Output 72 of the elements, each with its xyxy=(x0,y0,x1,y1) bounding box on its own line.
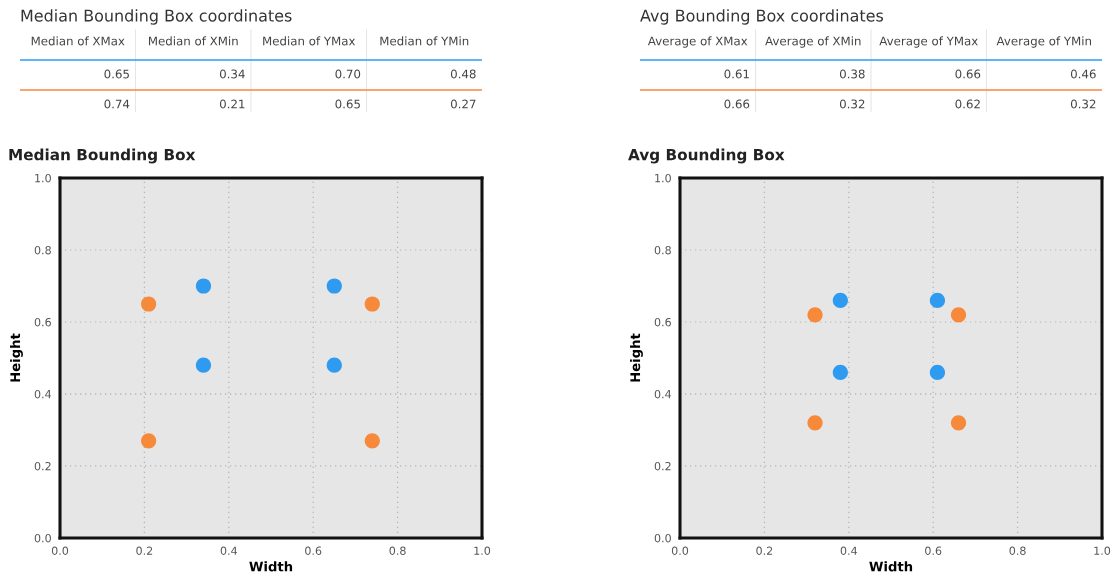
data-label: 0.34 xyxy=(219,69,245,79)
y-axis-title: Height xyxy=(630,333,643,382)
data-label: 0.65 xyxy=(104,69,129,79)
x-axis-title: Width xyxy=(249,561,293,572)
y-tick-label: 0.4 xyxy=(34,389,52,399)
point xyxy=(950,415,967,431)
point xyxy=(364,296,380,312)
y-tick-label: 0.0 xyxy=(654,533,671,543)
chart-title: Median Bounding Box xyxy=(9,148,196,164)
data-label: 0.65 xyxy=(335,99,360,109)
y-tick-label: 0.4 xyxy=(654,389,672,399)
data-label: 0.46 xyxy=(1070,69,1096,79)
y-tick-label: 0.2 xyxy=(654,461,671,471)
data-label: 0.61 xyxy=(724,69,749,79)
category-label: Average of XMax xyxy=(647,36,748,48)
category-label: Average of YMax xyxy=(879,36,978,48)
x-tick-label: 0.0 xyxy=(51,546,69,555)
data-label: 0.48 xyxy=(450,69,476,79)
text: Median Bounding Box coordinates xyxy=(21,9,292,25)
point xyxy=(929,292,946,309)
data-label: 0.74 xyxy=(104,99,130,109)
point xyxy=(950,307,967,323)
point xyxy=(807,307,823,323)
y-tick-label: 0.6 xyxy=(654,317,671,327)
x-tick-label: 1.0 xyxy=(474,546,491,555)
y-axis-title: Height xyxy=(10,333,23,382)
category-label: Average of XMin xyxy=(765,36,861,48)
y-tick-label: 0.8 xyxy=(654,245,671,255)
point xyxy=(195,357,212,373)
x-tick-label: 0.6 xyxy=(305,546,322,555)
y-tick-label: 0.6 xyxy=(34,317,51,327)
data-label: 0.66 xyxy=(724,99,750,109)
y-tick-label: 0.8 xyxy=(34,245,51,255)
point xyxy=(364,433,380,449)
y-tick-label: 0.0 xyxy=(34,533,51,543)
x-tick-label: 0.6 xyxy=(925,546,942,555)
x-tick-label: 0.4 xyxy=(220,546,238,555)
point xyxy=(832,292,848,309)
data-label: 0.62 xyxy=(955,99,980,109)
x-tick-label: 0.8 xyxy=(389,546,406,555)
point xyxy=(807,415,823,431)
data-label: 0.21 xyxy=(219,99,245,109)
category-label: Average of YMin xyxy=(996,36,1092,48)
category-label: Median of XMax xyxy=(31,36,125,46)
text: Avg Bounding Box coordinates xyxy=(640,9,884,25)
y-tick-label: 1.0 xyxy=(35,173,51,183)
point xyxy=(929,364,946,381)
category-label: Median of XMin xyxy=(148,36,238,46)
data-label: 0.70 xyxy=(335,69,361,79)
category-label: Median of YMin xyxy=(380,36,469,46)
category-label: Median of YMax xyxy=(263,36,356,46)
chart-title: Avg Bounding Box xyxy=(628,148,785,164)
data-label: 0.38 xyxy=(839,69,865,79)
point xyxy=(141,296,157,312)
point xyxy=(326,278,342,294)
data-label: 0.27 xyxy=(450,99,476,109)
data-label: 0.32 xyxy=(1070,99,1096,109)
x-axis-title: Width xyxy=(869,561,913,572)
x-tick-label: 0.0 xyxy=(671,546,689,555)
x-tick-label: 1.0 xyxy=(1094,546,1111,555)
x-tick-label: 0.2 xyxy=(756,546,773,555)
x-tick-label: 0.2 xyxy=(136,546,153,555)
x-tick-label: 0.8 xyxy=(1009,546,1026,555)
x-tick-label: 0.4 xyxy=(840,546,858,555)
data-label: 0.66 xyxy=(955,69,981,79)
point xyxy=(141,433,157,449)
data-label: 0.32 xyxy=(839,99,865,109)
point xyxy=(326,357,342,373)
point xyxy=(195,278,212,294)
point xyxy=(832,364,848,381)
y-tick-label: 0.2 xyxy=(34,461,51,471)
y-tick-label: 1.0 xyxy=(655,173,671,183)
